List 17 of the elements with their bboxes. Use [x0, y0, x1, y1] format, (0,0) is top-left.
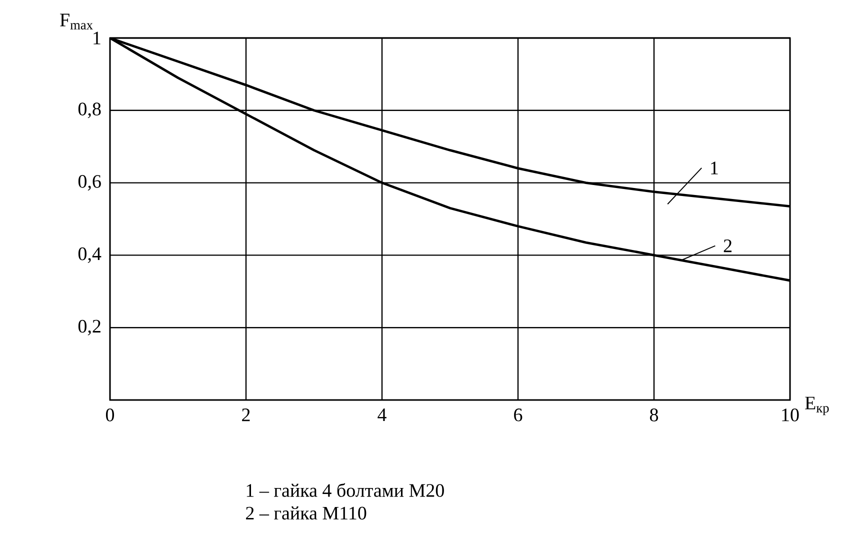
legend-label: 2 [724, 239, 732, 252]
series-label: 1 [711, 162, 718, 174]
text: 2 – гайка М110 [246, 506, 366, 520]
y-tick-label: 1 [94, 32, 100, 44]
x-axis-title: E$_{кр}$ [805, 396, 829, 416]
x-tick-label: 4 [378, 408, 386, 422]
x-tick-label: 8 [650, 408, 658, 422]
y-tick-label: 0,8 [78, 102, 101, 118]
x-tick-label: 6 [514, 408, 522, 422]
x-tick-label: 2 [242, 408, 250, 422]
x-tick-label: 0 [106, 408, 114, 422]
y-axis-title: F$_{max}$ [60, 14, 93, 30]
y-tick-label: 0,2 [78, 320, 100, 336]
y-tick-label: 0,6 [78, 175, 101, 191]
y-tick-label: 0,4 [78, 247, 102, 263]
x-tick-label: 10 [782, 408, 799, 422]
text: 1 – гайка 4 болтами М20 [246, 483, 444, 497]
